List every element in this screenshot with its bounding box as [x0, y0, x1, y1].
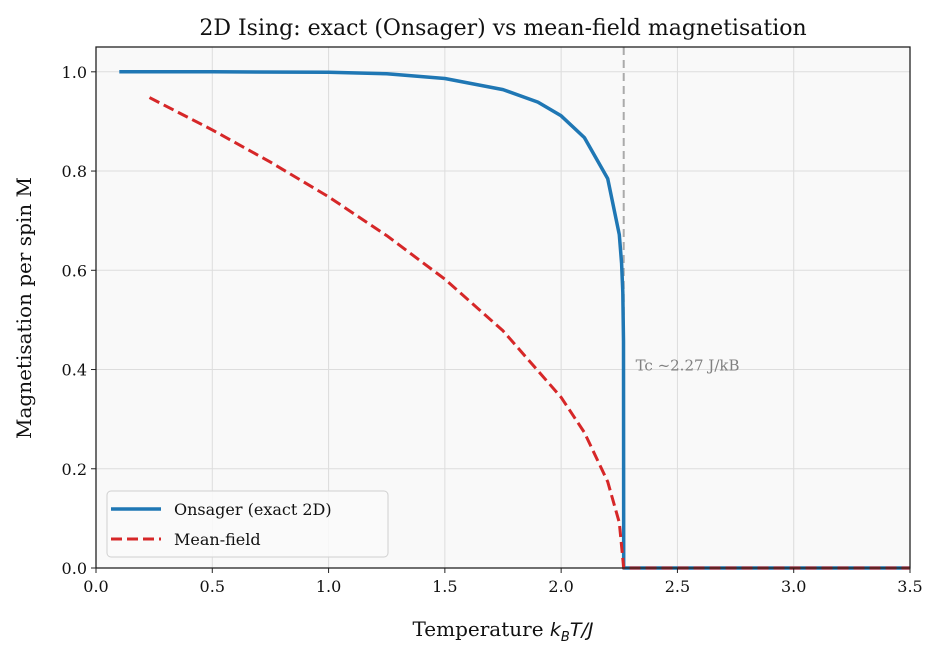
legend-label-onsager: Onsager (exact 2D) [174, 500, 332, 519]
x-tick-label: 1.5 [432, 577, 457, 596]
y-tick-label: 0.8 [62, 162, 87, 181]
y-tick-label: 0.0 [62, 559, 87, 578]
x-tick-label: 0.5 [200, 577, 225, 596]
y-tick-label: 1.0 [62, 63, 87, 82]
y-tick-label: 0.4 [62, 361, 87, 380]
x-axis-label: Temperature kBT/J [413, 617, 594, 645]
legend-box [106, 490, 389, 558]
plot-area [96, 47, 910, 568]
tc-annotation: Tc ~2.27 J/kB [636, 357, 740, 375]
series-line-mean-field [148, 96, 910, 570]
x-tick-label: 0.0 [83, 577, 108, 596]
axes-frame [95, 46, 911, 569]
x-tick-label: 2.5 [665, 577, 690, 596]
chart-title: 2D Ising: exact (Onsager) vs mean-field … [199, 16, 806, 41]
legend-label-mean-field: Mean-field [174, 530, 261, 549]
x-tick-label: 3.5 [897, 577, 922, 596]
y-tick-label: 0.2 [62, 460, 87, 479]
grid [95, 47, 911, 569]
x-axis-label-text: Temperature [413, 617, 550, 641]
y-axis-label: Magnetisation per spin M [12, 177, 36, 439]
x-tick-label: 2.0 [548, 577, 573, 596]
ticks: 0.0 0.5 1.0 1.5 2.0 2.5 3.0 3.5 0.0 0.2 0.4 0.6 0.8 1… [62, 63, 923, 596]
x-tick-label: 1.0 [316, 577, 341, 596]
legend: Onsager (exact 2D) Mean-field [106, 490, 389, 558]
y-tick-label: 0.6 [62, 261, 87, 280]
x-tick-label: 3.0 [781, 577, 806, 596]
